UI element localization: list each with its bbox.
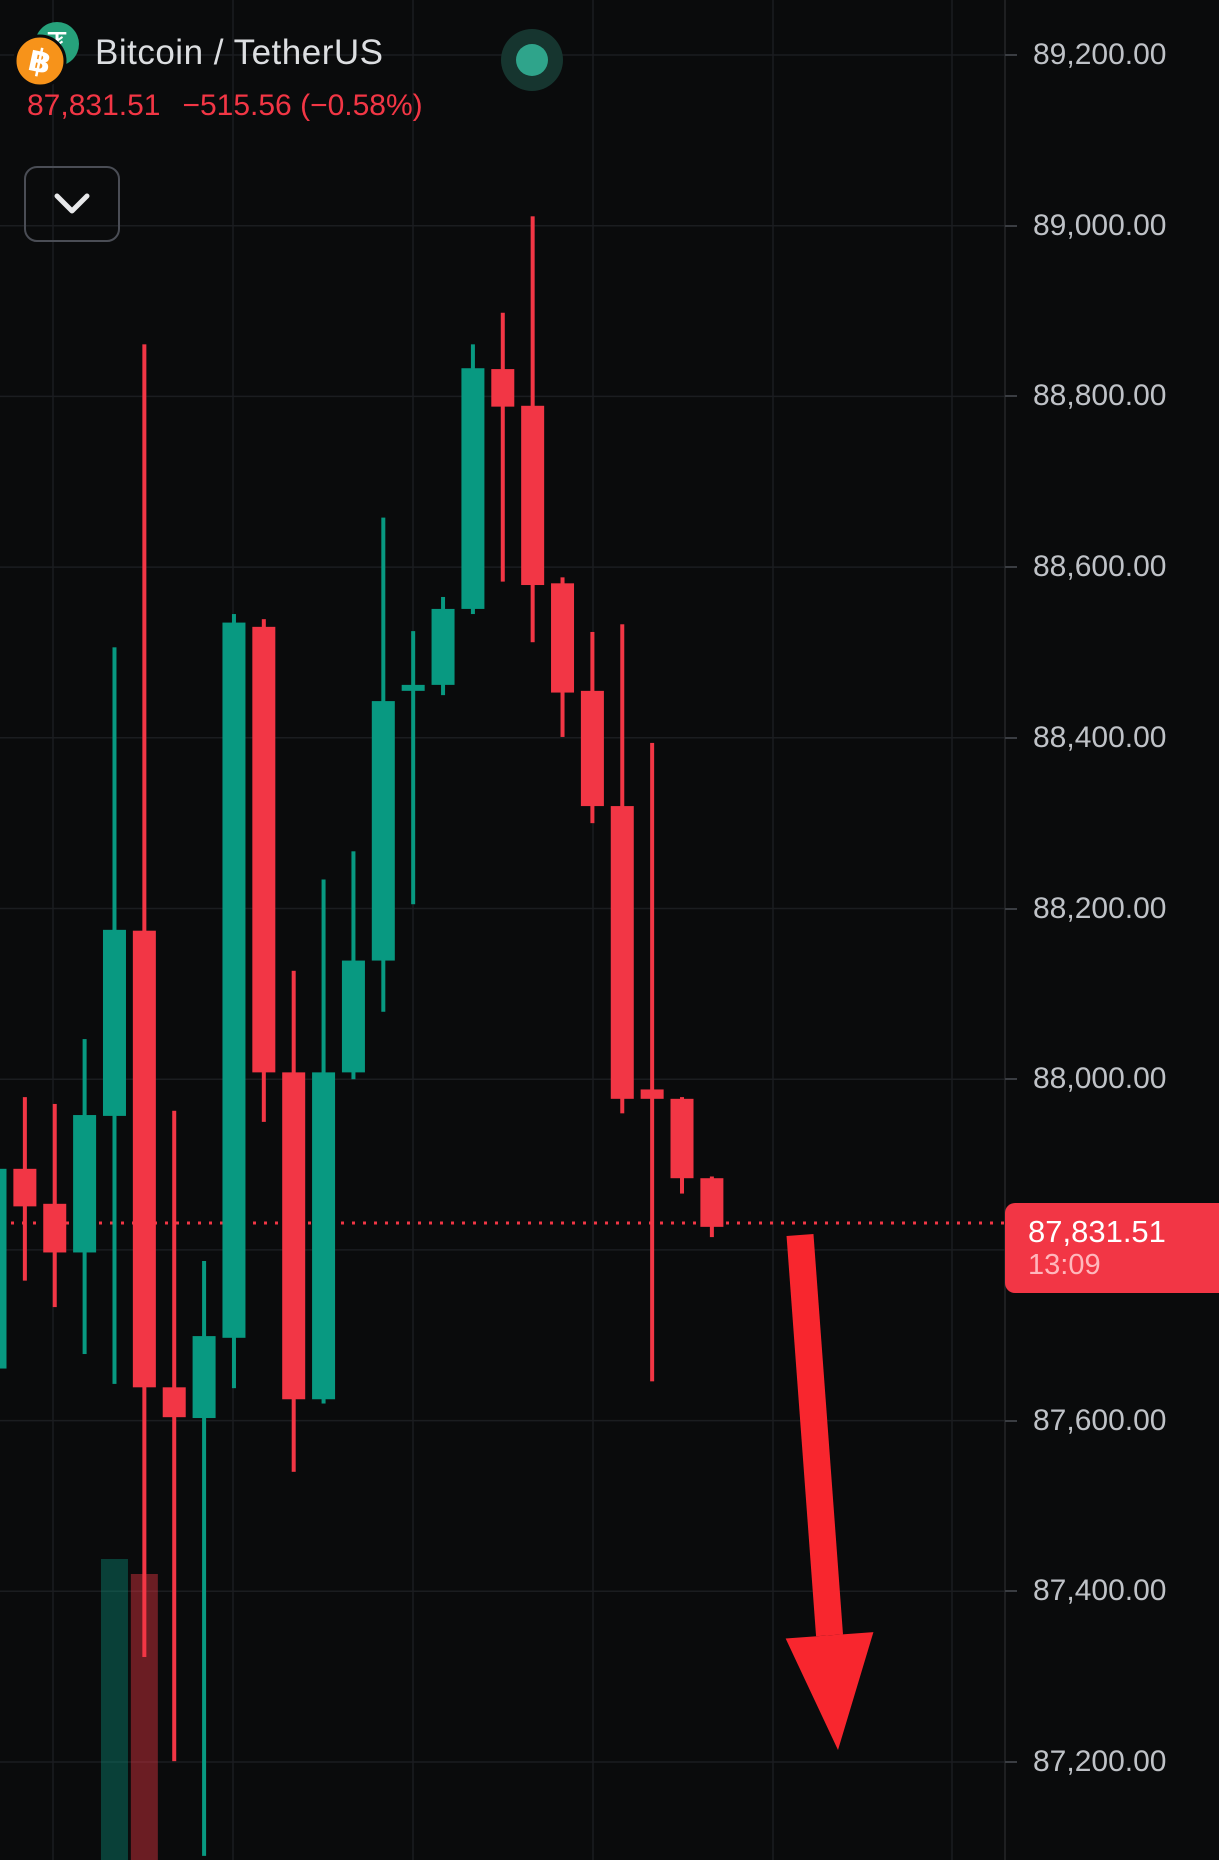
candle: [341, 851, 365, 1080]
current-price-value: 87,831.51: [1028, 1213, 1166, 1249]
candle: [73, 1039, 97, 1355]
chevron-down-icon: [54, 193, 90, 214]
status-dot: [516, 44, 548, 76]
candle: [43, 1103, 67, 1308]
candle: [371, 517, 395, 1012]
volume-bar: [100, 1559, 128, 1860]
symbol-title[interactable]: Bitcoin / TetherUS: [95, 33, 384, 72]
candle: [282, 970, 306, 1472]
candle: [551, 577, 575, 737]
price-axis-label: 88,800.00: [1033, 379, 1167, 413]
price-change: −515.56 (−0.58%): [182, 89, 423, 122]
price-axis-label: 87,200.00: [1033, 1745, 1167, 1778]
axis-tick: [1005, 1761, 1017, 1763]
candle: [13, 1097, 37, 1281]
axis-tick: [1005, 566, 1017, 569]
bitcoin-icon: ฿: [14, 34, 67, 87]
last-price: 87,831.51: [27, 89, 161, 122]
candle: [102, 647, 126, 1384]
price-axis-label: 88,400.00: [1033, 720, 1167, 754]
expand-dropdown-button[interactable]: [24, 166, 120, 242]
current-price-time: 13:09: [1028, 1249, 1101, 1282]
price-axis-label: 88,600.00: [1033, 550, 1167, 584]
market-status-indicator: [501, 29, 563, 91]
current-price-tag: 87,831.51 13:09: [1005, 1203, 1219, 1293]
axis-tick: [1005, 1590, 1017, 1593]
price-axis-label: 88,200.00: [1033, 891, 1167, 925]
candle: [132, 344, 156, 1658]
candle: [401, 631, 425, 905]
arrow-shaft: [786, 1234, 844, 1637]
candle: [222, 614, 246, 1389]
candle: [610, 624, 634, 1114]
candle: [670, 1097, 694, 1194]
candle: [192, 1260, 216, 1856]
price-axis-label: 87,400.00: [1033, 1574, 1167, 1608]
axis-tick: [1005, 54, 1017, 56]
candle: [252, 619, 276, 1122]
candle: [431, 596, 455, 696]
candle: [312, 879, 336, 1404]
candle: [580, 631, 604, 824]
price-axis-label: 87,600.00: [1033, 1403, 1167, 1437]
price-axis-label: 89,200.00: [1033, 38, 1167, 71]
price-axis-label: 89,000.00: [1033, 208, 1167, 242]
axis-tick: [1005, 907, 1017, 910]
axis-tick: [1005, 1078, 1017, 1081]
candle: [640, 742, 664, 1382]
candle: [700, 1176, 724, 1238]
down-arrow-annotation: [785, 1632, 874, 1750]
candle: [521, 216, 545, 643]
price-axis-label: 88,000.00: [1033, 1062, 1167, 1096]
candle: [461, 344, 485, 615]
axis-tick: [1005, 736, 1017, 739]
candle: [491, 312, 515, 582]
candle: [0, 1168, 7, 1369]
axis-tick: [1005, 224, 1017, 227]
candle: [162, 1110, 186, 1762]
price-change-row: 87,831.51 −515.56 (−0.58%): [27, 89, 423, 123]
axis-tick: [1005, 395, 1017, 398]
axis-tick: [1005, 1419, 1017, 1422]
pair-logo: ₮ ฿: [14, 22, 79, 87]
